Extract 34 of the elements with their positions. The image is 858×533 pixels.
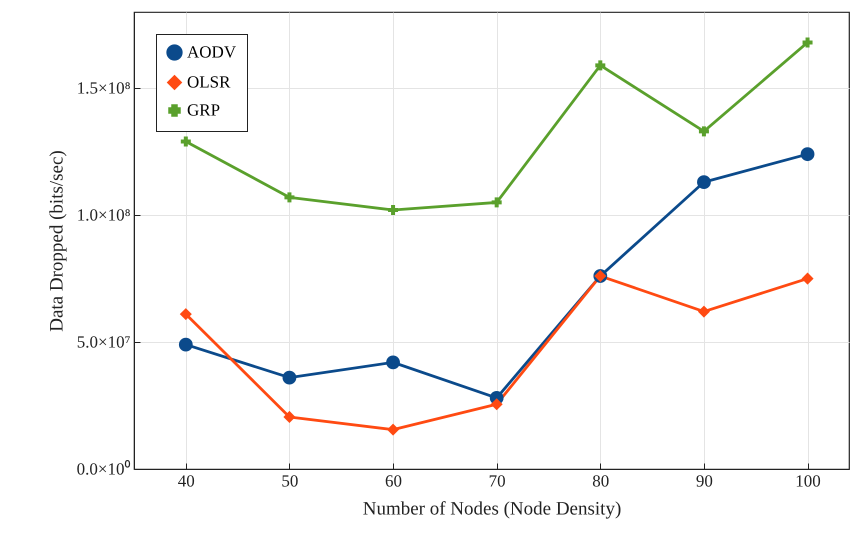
x-tick-label: 100 [795, 472, 821, 490]
y-tick-label: 1.0×10⁸ [76, 206, 131, 225]
point [282, 370, 296, 384]
legend-label: AODV [187, 42, 237, 62]
x-tick-label: 80 [592, 472, 610, 490]
point [697, 175, 711, 189]
point [386, 355, 400, 370]
point [388, 205, 398, 216]
point [283, 410, 296, 423]
y-tick-label: 0.0×10⁰ [76, 460, 130, 478]
y-axis-title: Data Dropped (bits/sec) [46, 150, 68, 332]
point [698, 306, 710, 318]
legend-label: GRP [187, 100, 220, 120]
y-tick-label: 5.0×10⁷ [76, 332, 131, 352]
x-tick-label: 50 [281, 472, 298, 490]
x-tick-label: 60 [385, 472, 402, 490]
point [284, 192, 294, 202]
point [180, 308, 192, 320]
point [698, 126, 709, 136]
point [387, 424, 400, 436]
point [490, 398, 503, 410]
legend-label: OLSR [187, 72, 232, 92]
x-tick-label: 70 [488, 472, 506, 490]
point [178, 338, 193, 352]
point [802, 272, 814, 285]
x-tick-label: 40 [178, 472, 195, 490]
x-tick-label: 90 [696, 472, 713, 490]
point [180, 136, 191, 146]
point [492, 197, 502, 208]
x-axis-title: Number of Nodes (Node Density) [362, 498, 622, 520]
y-tick-label: 1.5×10⁸ [76, 78, 131, 98]
point [800, 147, 814, 162]
point [802, 37, 813, 48]
point [595, 60, 606, 70]
